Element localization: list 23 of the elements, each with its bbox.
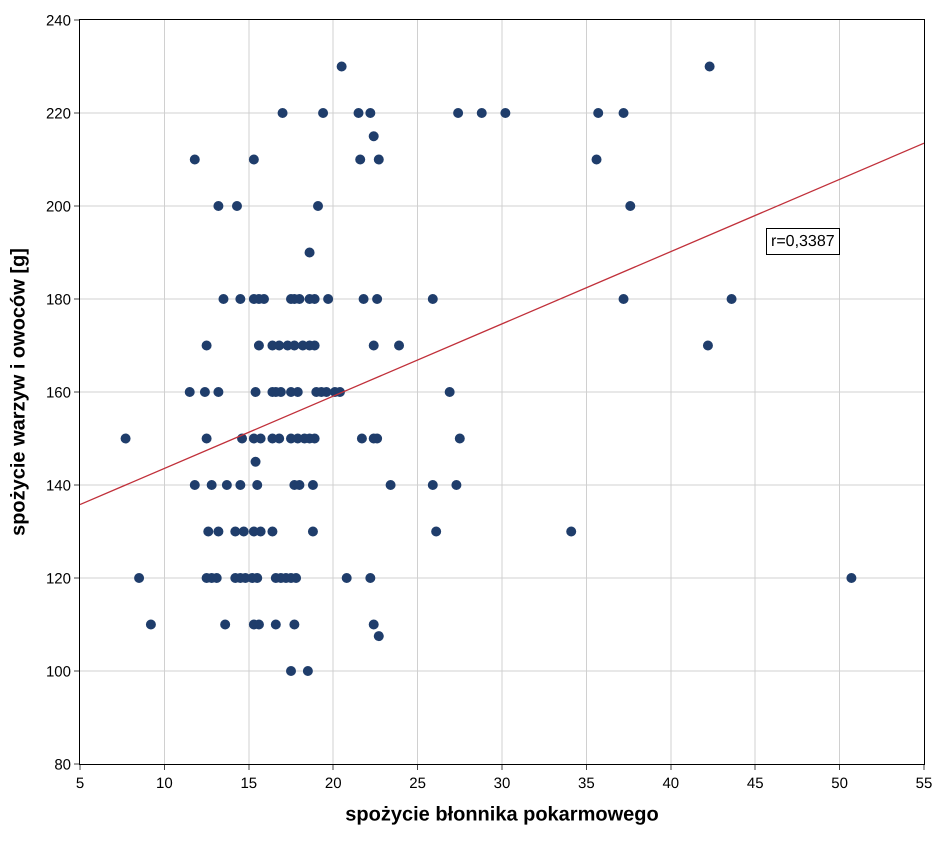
y-tick-label: 180 (46, 291, 71, 308)
x-tick-label: 40 (662, 775, 680, 792)
x-axis-title: spożycie błonnika pokarmowego (345, 804, 659, 826)
x-tick-label: 5 (76, 775, 84, 792)
annotation: r=0,3387 (771, 233, 835, 250)
y-tick-label: 240 (46, 12, 71, 30)
y-tick-label: 80 (54, 756, 71, 774)
y-tick-label: 120 (46, 570, 71, 588)
x-tick-label: 55 (916, 775, 932, 792)
y-tick-label: 140 (46, 477, 71, 494)
y-tick-label: 220 (46, 105, 71, 122)
x-tick-label: 45 (746, 775, 764, 792)
x-tick-label: 20 (324, 775, 342, 792)
y-tick-label: 200 (46, 198, 71, 216)
x-tick-label: 10 (156, 775, 173, 792)
x-tick-label: 25 (409, 775, 426, 792)
x-tick-label: 15 (240, 775, 258, 792)
x-tick-label: 50 (831, 775, 848, 792)
y-axis-title: spożycie warzyw i owoców [g] (7, 248, 30, 536)
x-tick-label: 30 (494, 775, 510, 792)
x-tick-label: 35 (578, 775, 595, 792)
y-tick-label: 100 (46, 663, 71, 680)
y-tick-label: 160 (46, 384, 71, 402)
